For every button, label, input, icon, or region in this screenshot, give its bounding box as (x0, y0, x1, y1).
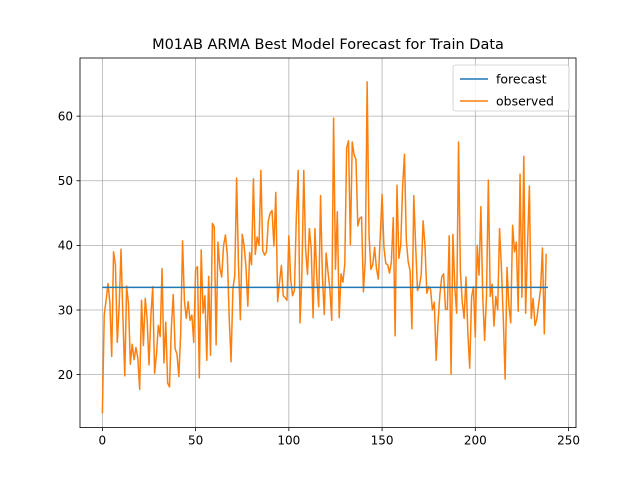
legend-box (452, 64, 570, 112)
series-line-observed (101, 81, 547, 414)
series-layer (101, 81, 549, 414)
legend-label-observed: observed (496, 94, 554, 109)
legend: forecast observed (452, 64, 570, 112)
x-tick-label: 150 (371, 434, 394, 448)
tick-layer: 0 50 100 150 200 250 20 30 40 50 60 (58, 109, 580, 447)
plot-frame (79, 57, 577, 429)
legend-label-forecast: forecast (496, 72, 547, 87)
x-tick-label: 250 (557, 434, 580, 448)
x-tick-label: 200 (464, 434, 487, 448)
chart-title: M01AB ARMA Best Model Forecast for Train… (152, 37, 504, 53)
y-tick-label: 40 (58, 239, 73, 253)
y-tick-label: 60 (58, 109, 73, 123)
y-tick-label: 30 (58, 303, 73, 317)
y-tick-label: 20 (58, 368, 73, 382)
grid-layer (80, 58, 576, 428)
x-tick-label: 0 (99, 434, 107, 448)
x-tick-label: 50 (188, 434, 203, 448)
y-tick-label: 50 (58, 174, 73, 188)
x-tick-label: 100 (277, 434, 300, 448)
